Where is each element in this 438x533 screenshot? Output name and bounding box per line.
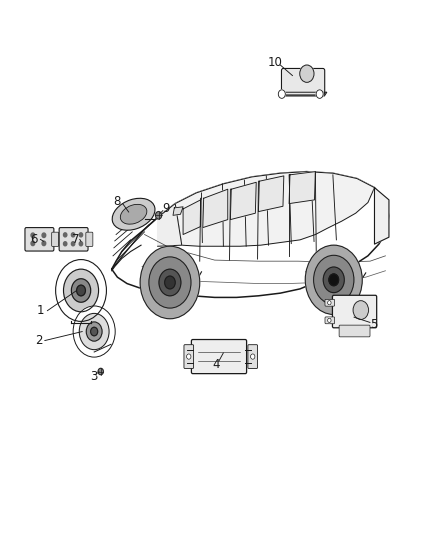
Text: 6: 6	[30, 233, 38, 246]
Text: 9: 9	[162, 203, 170, 215]
Polygon shape	[158, 204, 182, 246]
FancyBboxPatch shape	[282, 68, 325, 95]
Circle shape	[56, 260, 106, 321]
Circle shape	[64, 269, 99, 312]
Circle shape	[316, 90, 323, 99]
Circle shape	[71, 279, 91, 302]
Circle shape	[86, 322, 102, 341]
Circle shape	[31, 233, 35, 238]
Text: 8: 8	[114, 195, 121, 208]
Ellipse shape	[112, 198, 155, 230]
Polygon shape	[112, 172, 389, 297]
Circle shape	[314, 255, 354, 304]
Circle shape	[165, 276, 175, 289]
Circle shape	[155, 212, 162, 219]
Text: 4: 4	[212, 358, 220, 370]
Polygon shape	[289, 172, 315, 204]
FancyBboxPatch shape	[339, 325, 370, 337]
Circle shape	[79, 233, 83, 237]
Polygon shape	[230, 182, 256, 220]
Circle shape	[71, 242, 75, 246]
Circle shape	[42, 241, 46, 246]
FancyBboxPatch shape	[52, 232, 59, 246]
Polygon shape	[173, 207, 183, 215]
Circle shape	[149, 257, 191, 308]
Text: 5: 5	[370, 318, 377, 330]
FancyBboxPatch shape	[325, 317, 335, 324]
Circle shape	[328, 301, 331, 305]
FancyBboxPatch shape	[59, 228, 88, 251]
FancyBboxPatch shape	[25, 228, 54, 251]
Circle shape	[323, 267, 344, 293]
Circle shape	[79, 313, 109, 350]
Circle shape	[64, 233, 67, 237]
Text: 3: 3	[91, 370, 98, 383]
FancyBboxPatch shape	[332, 295, 377, 328]
Circle shape	[251, 354, 255, 359]
Text: 7: 7	[71, 233, 79, 246]
Circle shape	[140, 246, 200, 319]
FancyBboxPatch shape	[86, 232, 93, 246]
Circle shape	[328, 318, 331, 322]
FancyBboxPatch shape	[184, 345, 194, 368]
FancyBboxPatch shape	[325, 300, 335, 306]
Text: 10: 10	[268, 56, 283, 69]
Circle shape	[98, 368, 103, 375]
Circle shape	[91, 327, 98, 336]
Circle shape	[305, 245, 362, 314]
Circle shape	[64, 242, 67, 246]
Circle shape	[159, 269, 181, 296]
Polygon shape	[374, 188, 389, 244]
FancyBboxPatch shape	[248, 345, 258, 368]
Circle shape	[73, 306, 115, 357]
Polygon shape	[175, 172, 374, 246]
Circle shape	[329, 274, 339, 286]
Circle shape	[300, 65, 314, 82]
FancyBboxPatch shape	[191, 340, 247, 374]
Polygon shape	[203, 189, 228, 228]
Circle shape	[31, 241, 35, 246]
Circle shape	[187, 354, 191, 359]
Circle shape	[278, 90, 285, 99]
Circle shape	[79, 242, 83, 246]
Text: 2: 2	[35, 334, 42, 347]
Polygon shape	[279, 92, 327, 96]
Circle shape	[77, 285, 85, 296]
Circle shape	[353, 301, 368, 319]
Circle shape	[42, 233, 46, 238]
Polygon shape	[258, 176, 284, 212]
Circle shape	[71, 233, 75, 237]
Text: 1: 1	[37, 304, 45, 317]
Polygon shape	[183, 200, 201, 235]
Ellipse shape	[120, 204, 147, 224]
